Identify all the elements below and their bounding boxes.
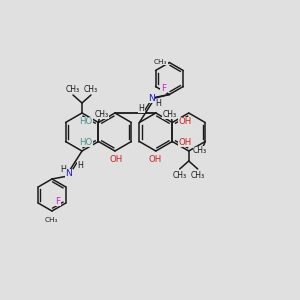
Text: F: F <box>161 84 166 93</box>
Text: CH₃: CH₃ <box>154 58 167 64</box>
Text: N: N <box>148 94 155 103</box>
Text: F: F <box>55 196 60 206</box>
Text: N: N <box>66 169 72 178</box>
Text: CH₃: CH₃ <box>193 146 207 155</box>
Text: CH₃: CH₃ <box>44 217 58 223</box>
Text: OH: OH <box>178 117 192 126</box>
Text: HO: HO <box>79 117 92 126</box>
Text: CH₃: CH₃ <box>173 172 187 181</box>
Text: CH₃: CH₃ <box>191 172 205 181</box>
Text: OH: OH <box>148 155 161 164</box>
Text: OH: OH <box>109 155 122 164</box>
Text: H: H <box>138 104 144 113</box>
Text: CH₃: CH₃ <box>94 110 109 119</box>
Text: CH₃: CH₃ <box>162 110 176 119</box>
Text: H: H <box>155 99 161 108</box>
Text: HO: HO <box>79 138 92 147</box>
Text: OH: OH <box>178 138 192 147</box>
Text: CH₃: CH₃ <box>84 85 98 94</box>
Text: H: H <box>60 164 66 173</box>
Text: H: H <box>77 160 83 169</box>
Text: CH₃: CH₃ <box>66 85 80 94</box>
